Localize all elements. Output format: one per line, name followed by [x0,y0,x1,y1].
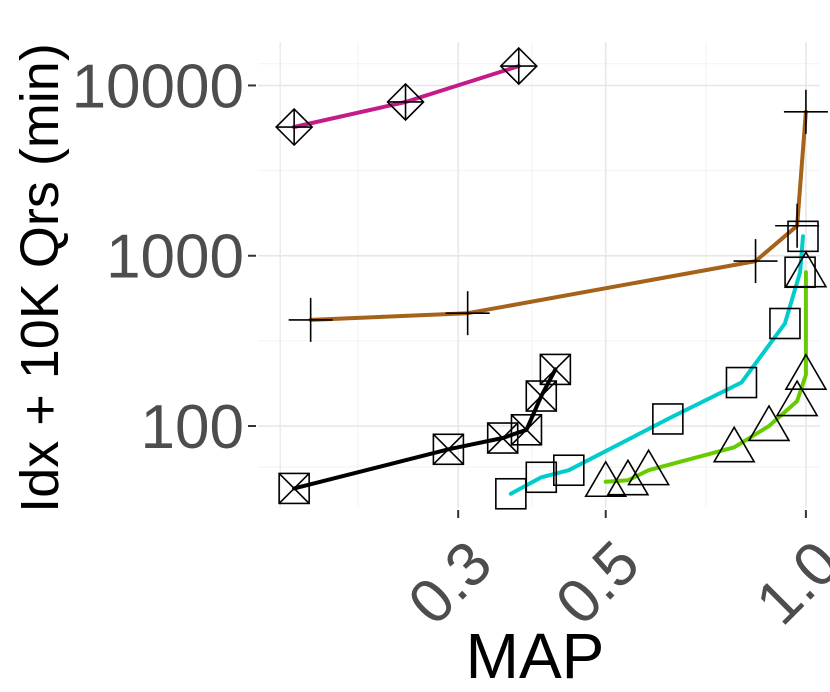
y-tick-label: 100 [141,393,244,462]
y-tick-label: 1000 [106,223,244,292]
data-point-plus [783,89,828,134]
markers-layer [275,46,828,510]
data-point-plus [288,297,333,342]
data-point-square-x [432,433,465,466]
data-point-square [495,477,527,510]
data-point-square [553,454,585,487]
data-point-square [725,366,758,399]
data-point-square-x [510,414,543,446]
data-point-diamond-plus [386,82,425,122]
series-line-3 [292,367,558,491]
data-point-triangle [747,404,791,442]
y-axis-label: Idx + 10K Qrs (min) [10,43,70,513]
series-line-2 [308,109,808,322]
y-tick-label: 10000 [72,52,244,121]
series-line-1 [292,64,521,129]
x-axis-label: MAP [466,620,605,692]
grid [258,42,820,508]
data-point-diamond-plus [275,107,314,147]
data-point-triangle [784,250,828,288]
x-tick-label: 1.0 [743,528,830,638]
data-point-plus [445,291,490,336]
data-point-triangle [627,448,670,486]
data-point-plus [733,239,778,284]
data-point-square-x [486,422,519,454]
data-point-square-x [278,472,310,505]
data-point-square [525,461,558,494]
data-point-triangle [775,379,819,417]
data-point-triangle [584,460,628,498]
data-point-triangle [712,425,756,463]
data-point-triangle [784,353,828,390]
data-point-plus [775,203,820,248]
data-point-triangle [606,458,650,496]
data-point-square [769,307,801,340]
series-line-4 [508,234,805,496]
data-point-square [652,403,684,435]
data-point-diamond-plus [499,46,538,86]
data-point-square-x [525,380,558,412]
data-point-square [787,220,819,253]
series-layer [292,64,808,496]
data-point-square-x [539,353,572,386]
